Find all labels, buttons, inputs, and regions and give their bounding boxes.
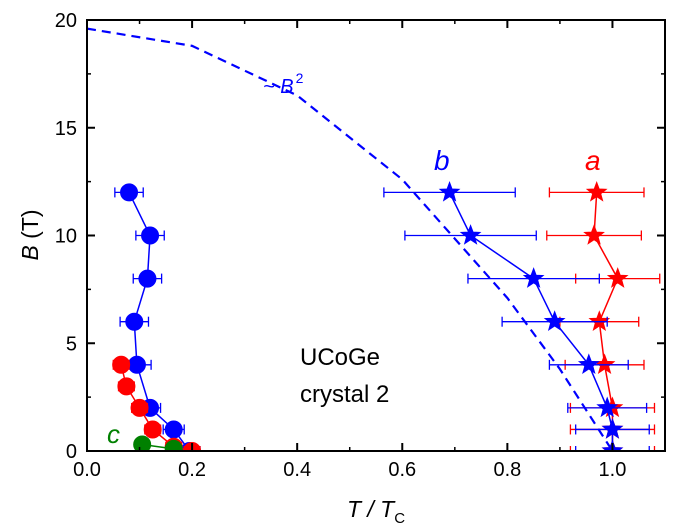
- y-tick-label: 15: [55, 118, 77, 140]
- label-b: b: [434, 145, 450, 176]
- series-a-circle-point: [143, 420, 162, 439]
- y-tick-label: 20: [55, 10, 77, 32]
- x-axis-var: T / T: [347, 496, 396, 522]
- series-a-star-point: [583, 224, 605, 245]
- y-axis-unit: (T): [17, 209, 43, 245]
- x-tick-label: 0.2: [178, 459, 206, 481]
- series-a-star-point: [593, 353, 616, 375]
- y-tick-label: 0: [66, 441, 77, 463]
- fit-layer: [87, 27, 614, 451]
- series-b-star-point: [596, 396, 619, 418]
- data-layer: [112, 180, 661, 451]
- y-axis-var: B: [17, 245, 43, 260]
- y-tick-label: 10: [55, 226, 77, 248]
- y-tick-label: 5: [66, 333, 77, 355]
- y-axis-title: B (T): [17, 209, 43, 260]
- fit-label-exponent: 2: [296, 70, 304, 86]
- x-tick-label: 0.0: [73, 459, 101, 481]
- fit-curve-line: [87, 27, 614, 451]
- series-b-circle-point: [141, 226, 160, 245]
- label-c: c: [107, 419, 120, 449]
- series-b-star-point: [601, 418, 624, 439]
- series-c-circle-point: [164, 439, 183, 451]
- sample-crystal: crystal 2: [300, 381, 389, 408]
- x-tick-label: 1.0: [599, 459, 627, 481]
- x-tick-label: 0.4: [283, 459, 311, 481]
- label-a: a: [585, 145, 601, 176]
- series-c-circle-point: [133, 435, 152, 451]
- series-b-circle-point: [125, 312, 144, 331]
- sample-name: UCoGe: [300, 344, 380, 371]
- series-b-circle-point: [120, 183, 139, 202]
- series-b-circle-point: [138, 269, 157, 288]
- series-a-star-point: [588, 310, 611, 331]
- series-b-star-point: [577, 353, 600, 375]
- series-b-circle-point: [127, 355, 146, 374]
- series-a-circle-point: [112, 355, 131, 374]
- fit-label-text: ~ B: [263, 76, 294, 98]
- series-b-star-point: [543, 310, 566, 331]
- series-a-star-point: [585, 180, 608, 202]
- axis-ticks: 0.0 0.2 0.4 0.6 0.8 1.0 0 5 10 15 20: [55, 10, 665, 481]
- series-b-star-point: [438, 180, 461, 202]
- series-b-star-point: [459, 224, 482, 245]
- series-a-circle-point: [130, 398, 149, 417]
- x-axis-sub: C: [394, 510, 405, 527]
- x-axis-title: T / TC: [347, 496, 405, 527]
- series-b-circle-point: [164, 420, 183, 439]
- series-a-star-point: [606, 267, 629, 288]
- series-a-circle-point: [117, 377, 136, 396]
- x-tick-label: 0.8: [493, 459, 521, 481]
- series-b-star-point: [522, 267, 545, 288]
- x-tick-label: 0.6: [388, 459, 416, 481]
